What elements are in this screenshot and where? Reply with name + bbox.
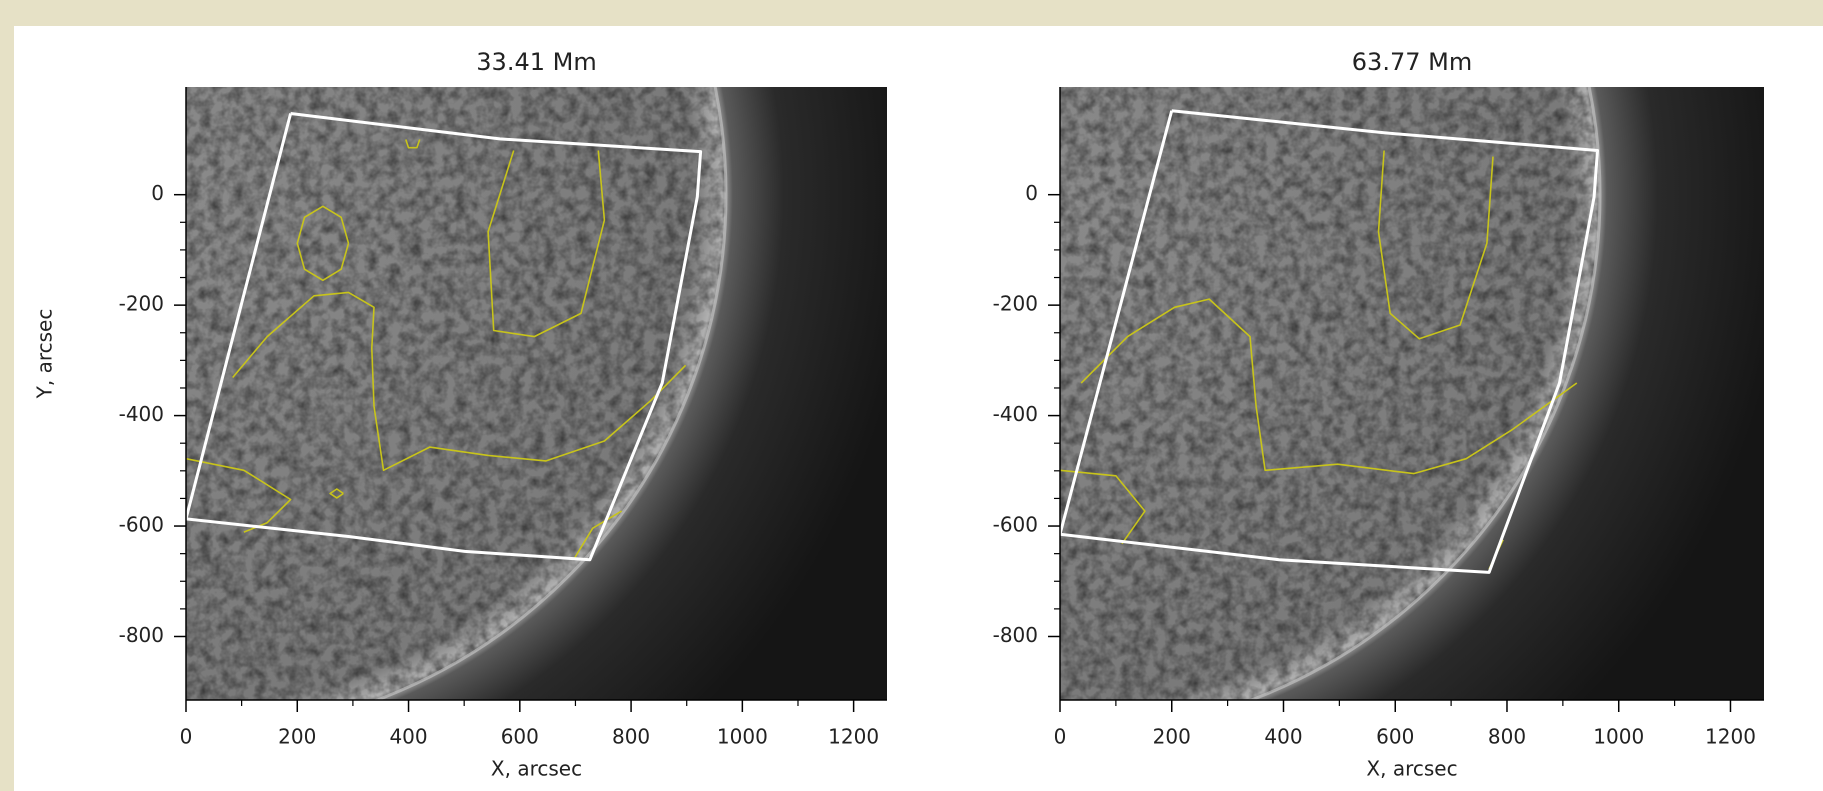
y-tick-label: -200 <box>119 292 164 316</box>
y-tick-label: -800 <box>993 623 1038 647</box>
x-axis-label: X, arcsec <box>491 757 582 781</box>
x-tick-label: 200 <box>278 725 316 749</box>
chart-title: 33.41 Mm <box>476 48 596 76</box>
contour <box>574 510 623 558</box>
x-tick-label: 400 <box>1264 725 1302 749</box>
contour <box>232 291 687 472</box>
contour <box>1080 298 1578 475</box>
y-axis-label: Y, arcsec <box>33 309 57 400</box>
x-tick-label: 800 <box>1488 725 1526 749</box>
x-tick-label: 0 <box>180 725 193 749</box>
x-tick-label: 0 <box>1054 725 1067 749</box>
region-outline <box>1060 109 1599 574</box>
x-tick-label: 1200 <box>828 725 879 749</box>
plot-area <box>1060 87 1764 700</box>
contour <box>296 205 350 282</box>
figure: 0 200 400 600 800 1000 1200 -800 -600 -400 -200 0 33… <box>14 26 1823 791</box>
region-outline <box>186 112 703 562</box>
x-tick-label: 1000 <box>1593 725 1644 749</box>
contour <box>405 139 421 149</box>
y-tick-label: -600 <box>993 513 1038 537</box>
x-tick-label: 600 <box>1376 725 1414 749</box>
y-tick-label: -400 <box>993 402 1038 426</box>
x-tick-label: 200 <box>1153 725 1191 749</box>
contour <box>1377 150 1494 340</box>
contour <box>329 488 344 499</box>
x-tick-label: 600 <box>501 725 539 749</box>
solar-limb <box>1246 87 1602 700</box>
plot-area <box>186 87 887 700</box>
x-tick-label: 400 <box>389 725 427 749</box>
y-tick-label: -200 <box>993 292 1038 316</box>
chart-title: 63.77 Mm <box>1352 48 1472 76</box>
contour <box>1060 469 1146 545</box>
y-tick-label: -800 <box>119 623 164 647</box>
y-tick-label: 0 <box>151 181 164 205</box>
x-tick-label: 1200 <box>1705 725 1756 749</box>
solar-limb <box>372 87 728 700</box>
y-tick-label: -400 <box>119 402 164 426</box>
x-tick-label: 800 <box>612 725 650 749</box>
x-axis-label: X, arcsec <box>1366 757 1457 781</box>
y-tick-label: -600 <box>119 513 164 537</box>
y-tick-label: 0 <box>1025 181 1038 205</box>
contour <box>487 150 606 338</box>
x-tick-label: 1000 <box>717 725 768 749</box>
